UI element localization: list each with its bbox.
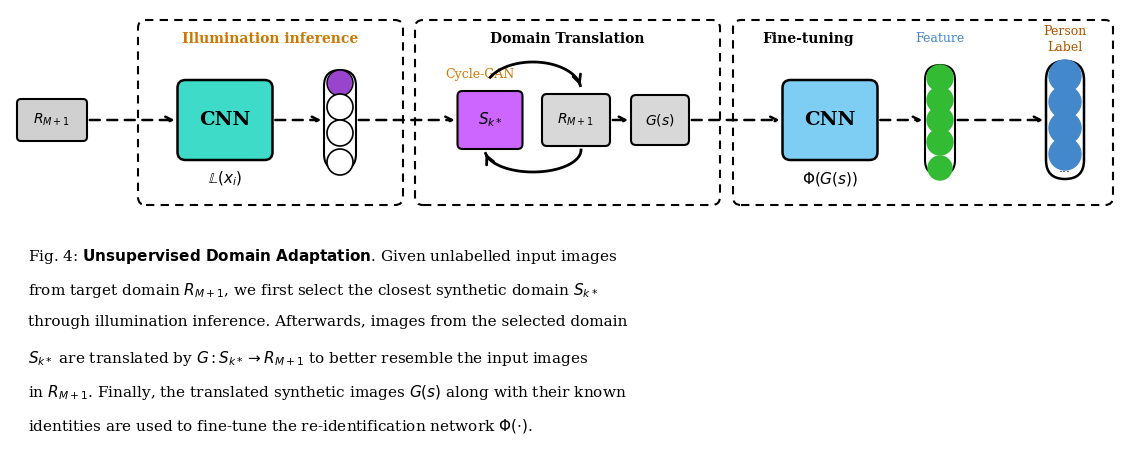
Text: Fig. 4: $\mathbf{Unsupervised\ Domain\ Adaptation}$. Given unlabelled input imag: Fig. 4: $\mathbf{Unsupervised\ Domain\ A…	[28, 247, 617, 266]
Circle shape	[1049, 138, 1081, 170]
FancyBboxPatch shape	[458, 91, 522, 149]
Text: through illumination inference. Afterwards, images from the selected domain: through illumination inference. Afterwar…	[28, 315, 627, 329]
Text: identities are used to fine-tune the re-identification network $\Phi(\cdot)$.: identities are used to fine-tune the re-…	[28, 417, 532, 435]
Circle shape	[327, 120, 353, 146]
Circle shape	[927, 87, 953, 113]
Text: Cycle-GAN: Cycle-GAN	[445, 68, 514, 81]
FancyBboxPatch shape	[1046, 61, 1084, 179]
Text: ...: ...	[935, 151, 946, 161]
Text: from target domain $R_{M+1}$, we first select the closest synthetic domain $S_{k: from target domain $R_{M+1}$, we first s…	[28, 281, 598, 300]
Circle shape	[327, 149, 353, 175]
Text: ...: ...	[1059, 162, 1071, 174]
Text: $\mathbb{L}(x_i)$: $\mathbb{L}(x_i)$	[208, 170, 242, 189]
Circle shape	[927, 65, 953, 91]
Text: CNN: CNN	[805, 111, 855, 129]
Text: Person
Label: Person Label	[1043, 25, 1087, 54]
FancyBboxPatch shape	[925, 65, 955, 175]
Circle shape	[1049, 112, 1081, 144]
Circle shape	[327, 94, 353, 120]
Circle shape	[927, 129, 953, 155]
Text: Fine-tuning: Fine-tuning	[763, 32, 854, 46]
Circle shape	[928, 156, 951, 180]
FancyBboxPatch shape	[631, 95, 689, 145]
Text: $R_{M+1}$: $R_{M+1}$	[557, 112, 594, 128]
Circle shape	[1049, 60, 1081, 92]
FancyBboxPatch shape	[177, 80, 272, 160]
Text: Illumination inference: Illumination inference	[182, 32, 358, 46]
Text: CNN: CNN	[199, 111, 251, 129]
FancyBboxPatch shape	[324, 70, 356, 170]
FancyBboxPatch shape	[542, 94, 610, 146]
Text: $\Phi(G(s))$: $\Phi(G(s))$	[802, 170, 858, 188]
Text: $S_{k*}$ are translated by $G : S_{k*} \rightarrow R_{M+1}$ to better resemble t: $S_{k*}$ are translated by $G : S_{k*} \…	[28, 349, 589, 368]
Circle shape	[327, 70, 353, 96]
FancyBboxPatch shape	[17, 99, 87, 141]
Text: ...: ...	[334, 143, 346, 156]
Text: $R_{M+1}$: $R_{M+1}$	[34, 112, 70, 128]
Circle shape	[1049, 86, 1081, 118]
Text: Domain Translation: Domain Translation	[490, 32, 645, 46]
Text: in $R_{M+1}$. Finally, the translated synthetic images $G(s)$ along with their k: in $R_{M+1}$. Finally, the translated sy…	[28, 383, 627, 402]
Circle shape	[927, 107, 953, 133]
Text: Feature: Feature	[915, 32, 965, 45]
Text: $S_{k*}$: $S_{k*}$	[478, 111, 503, 129]
Text: $G(s)$: $G(s)$	[645, 112, 675, 128]
FancyBboxPatch shape	[782, 80, 878, 160]
